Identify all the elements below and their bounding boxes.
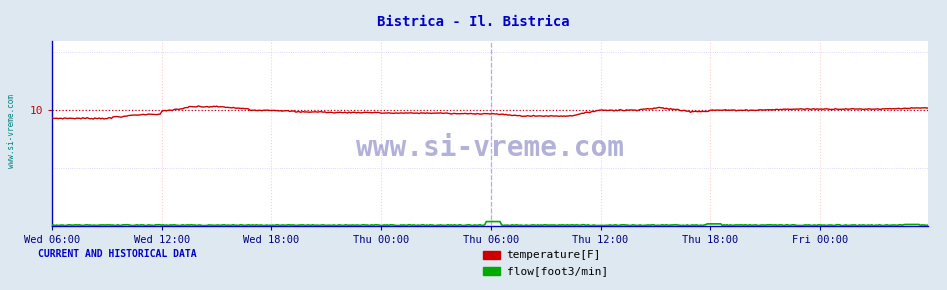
Text: www.si-vreme.com: www.si-vreme.com [7,93,16,168]
Text: Bistrica - Il. Bistrica: Bistrica - Il. Bistrica [377,14,570,28]
Text: www.si-vreme.com: www.si-vreme.com [356,134,624,162]
Text: CURRENT AND HISTORICAL DATA: CURRENT AND HISTORICAL DATA [38,249,197,259]
Text: flow[foot3/min]: flow[foot3/min] [507,266,608,276]
Text: temperature[F]: temperature[F] [507,250,601,260]
